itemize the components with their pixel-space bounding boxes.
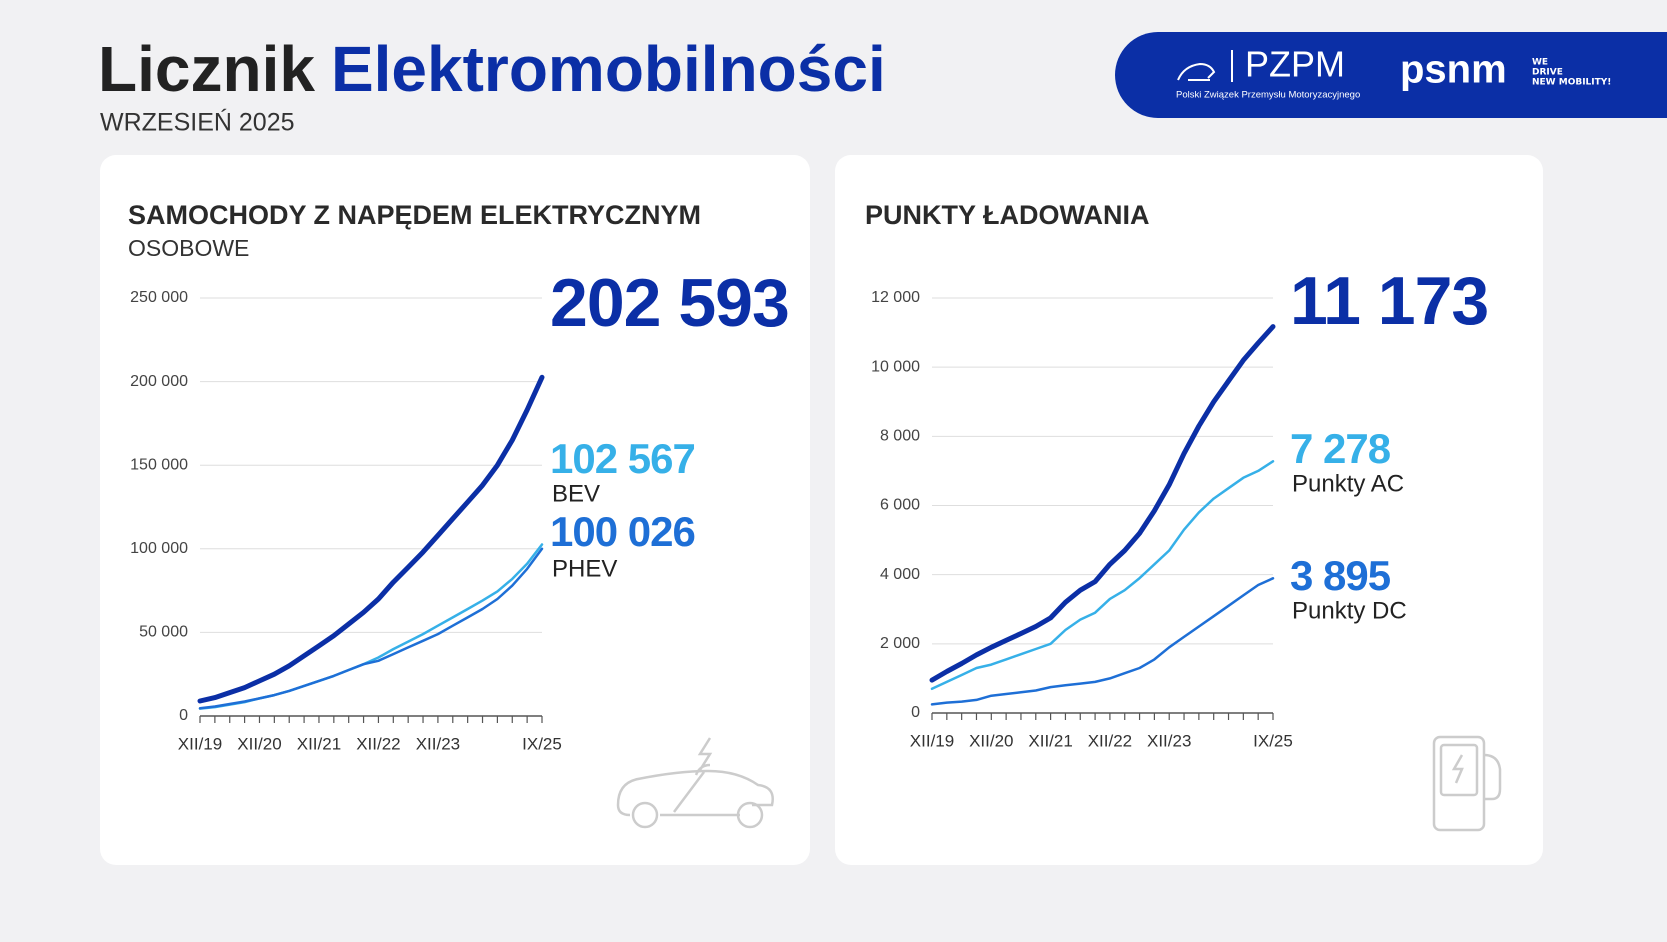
y-tick-label: 4 000 [880, 566, 920, 583]
legend-label: PHEV [552, 555, 617, 582]
y-tick-label: 150 000 [130, 456, 188, 473]
series-line [929, 324, 1276, 683]
x-tick-label: XII/22 [356, 734, 400, 753]
y-tick-label: 6 000 [880, 497, 920, 514]
charger-icon [1432, 735, 1502, 832]
series-line [930, 577, 1275, 706]
y-tick-label: 100 000 [130, 540, 188, 557]
x-tick-label: XII/19 [178, 734, 222, 753]
series-line [930, 460, 1275, 691]
y-tick-label: 0 [911, 704, 920, 721]
y-tick-label: 12 000 [871, 289, 920, 306]
title: Licznik Elektromobilności [98, 33, 886, 105]
x-tick-label: XII/20 [969, 731, 1013, 750]
x-tick-label: XII/20 [237, 734, 281, 753]
value-label: 202 593 [550, 265, 789, 341]
card [100, 155, 810, 865]
series-line [197, 374, 545, 704]
x-tick-label: IX/25 [1253, 731, 1293, 750]
legend-label: BEV [552, 480, 600, 507]
series-line [198, 547, 544, 710]
psnm-tagline: DRIVE [1532, 68, 1563, 78]
x-tick-label: XII/23 [416, 734, 460, 753]
y-tick-label: 250 000 [130, 289, 188, 306]
x-tick-label: XII/21 [1028, 731, 1072, 750]
value-label: 102 567 [550, 435, 695, 482]
y-tick-label: 10 000 [871, 358, 920, 375]
psnm-logo: psnm [1400, 48, 1507, 92]
legend-label: Punkty DC [1292, 597, 1407, 624]
pzpm-full: Polski Związek Przemysłu Motoryzacyjnego [1176, 90, 1360, 101]
x-tick-label: XII/23 [1147, 731, 1191, 750]
value-label: 7 278 [1290, 425, 1391, 472]
y-tick-label: 200 000 [130, 373, 188, 390]
pzpm-logo: PZPM [1245, 44, 1345, 85]
y-tick-label: 0 [179, 707, 188, 724]
chart-title: SAMOCHODY Z NAPĘDEM ELEKTRYCZNYM [128, 200, 701, 230]
y-tick-label: 2 000 [880, 635, 920, 652]
title-part: Elektromobilności [331, 33, 886, 105]
subtitle: WRZESIEŃ 2025 [100, 108, 295, 137]
psnm-tagline: WE [1532, 58, 1548, 68]
legend-label: Punkty AC [1292, 470, 1404, 497]
value-label: 11 173 [1290, 263, 1488, 339]
chart-title: PUNKTY ŁADOWANIA [865, 200, 1150, 230]
x-tick-label: XII/22 [1088, 731, 1132, 750]
card [835, 155, 1543, 865]
x-tick-label: XII/21 [297, 734, 341, 753]
title-part: Licznik [98, 33, 315, 105]
chart-subtitle: OSOBOWE [128, 235, 249, 261]
value-label: 100 026 [550, 508, 695, 555]
x-tick-label: XII/19 [910, 731, 954, 750]
logo-banner [1115, 32, 1667, 118]
pzpm-icon [1177, 62, 1216, 81]
car-icon [616, 737, 774, 829]
x-tick-label: IX/25 [522, 734, 562, 753]
y-tick-label: 50 000 [139, 624, 188, 641]
value-label: 3 895 [1290, 552, 1391, 599]
y-tick-label: 8 000 [880, 428, 920, 445]
psnm-tagline: NEW MOBILITY! [1532, 78, 1611, 88]
